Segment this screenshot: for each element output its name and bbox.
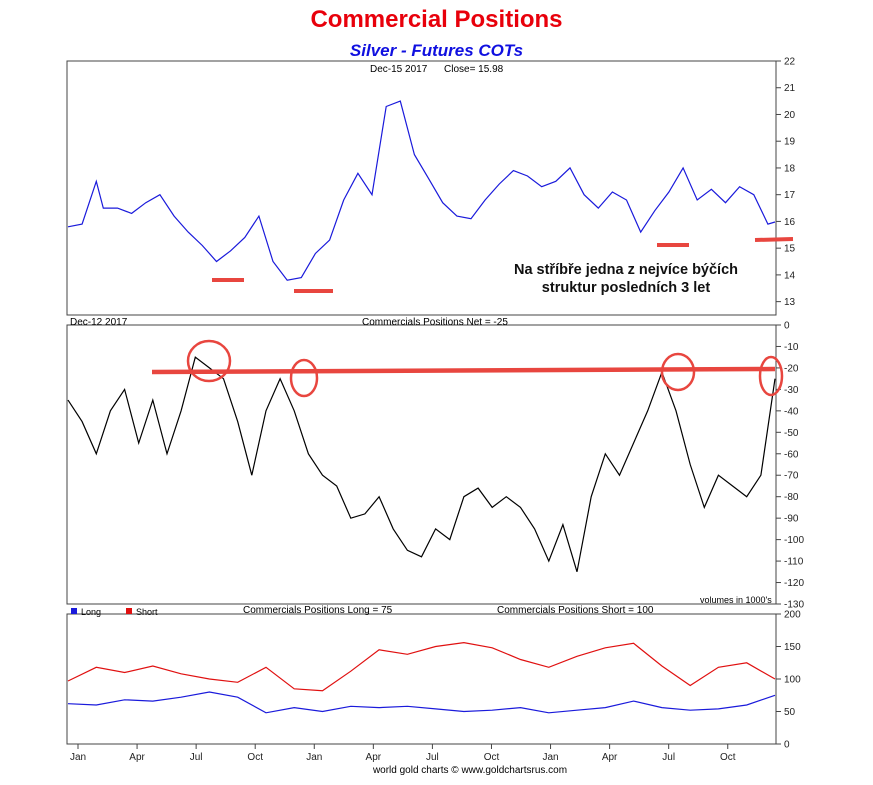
- support-mark-4: [754, 237, 794, 242]
- net-series-line: [67, 356, 776, 572]
- annotation-line-2: struktur posledních 3 let: [542, 280, 711, 296]
- annotation-line-1: Na stříbře jedna z nejvíce býčích: [514, 262, 738, 278]
- x-tick-label: Apr: [366, 752, 382, 763]
- peak-circle-1: [186, 339, 232, 383]
- long-short-y-tick-label: 200: [784, 610, 801, 621]
- x-tick-label: Oct: [720, 752, 736, 763]
- net-y-tick-label: -100: [784, 535, 804, 546]
- net-header-value: Commercials Positions Net = -25: [362, 317, 508, 328]
- price-y-axis: 13 14 15 16 17 18 19 20 21 22: [776, 57, 796, 308]
- price-series-line: [67, 100, 776, 281]
- long-short-y-tick-label: 150: [784, 642, 801, 653]
- short-header: Commercials Positions Short = 100: [497, 605, 654, 616]
- legend-short-swatch: [126, 608, 132, 614]
- long-short-y-tick-label: 50: [784, 707, 796, 718]
- price-header-date: Dec-15 2017: [370, 64, 428, 75]
- price-y-tick-label: 15: [784, 244, 796, 255]
- x-tick-label: Jan: [542, 752, 558, 763]
- x-tick-label: Oct: [247, 752, 263, 763]
- peak-circle-4: [758, 355, 784, 397]
- x-tick-label: Apr: [602, 752, 618, 763]
- peak-circle-3: [660, 352, 696, 392]
- long-header: Commercials Positions Long = 75: [243, 605, 393, 616]
- price-y-tick-label: 13: [784, 297, 796, 308]
- footer-credit: world gold charts © www.goldchartsrus.co…: [372, 765, 567, 776]
- net-panel: [66, 324, 777, 605]
- net-header-date: Dec-12 2017: [70, 317, 128, 328]
- net-y-tick-label: -50: [784, 428, 799, 439]
- net-y-tick-label: -20: [784, 363, 799, 374]
- price-y-tick-label: 16: [784, 217, 796, 228]
- x-tick-label: Jul: [662, 752, 675, 763]
- price-y-tick-label: 18: [784, 163, 796, 174]
- long-short-y-axis: 0 50 100 150 200: [776, 610, 801, 751]
- resistance-line: [151, 366, 776, 375]
- x-axis: Jan Apr Jul Oct Jan Apr Jul Oct Jan Apr Jul Oct: [70, 744, 736, 763]
- price-y-tick-label: 14: [784, 270, 796, 281]
- x-tick-label: Apr: [129, 752, 145, 763]
- long-short-panel: [66, 613, 777, 745]
- price-panel: [66, 60, 777, 316]
- net-y-tick-label: -130: [784, 600, 804, 611]
- price-y-tick-label: 19: [784, 137, 796, 148]
- long-short-y-tick-label: 0: [784, 740, 790, 751]
- price-header-close: Close= 15.98: [444, 64, 504, 75]
- x-tick-label: Jan: [70, 752, 86, 763]
- x-tick-label: Jul: [426, 752, 439, 763]
- legend-long-swatch: [71, 608, 77, 614]
- short-series-line: [67, 641, 776, 692]
- net-y-tick-label: -70: [784, 471, 799, 482]
- x-tick-label: Jan: [306, 752, 322, 763]
- price-y-tick-label: 21: [784, 83, 796, 94]
- net-y-tick-label: -80: [784, 492, 799, 503]
- price-y-tick-label: 22: [784, 57, 796, 68]
- net-y-axis: 0 -10 -20 -30 -40 -50 -60 -70 -80 -90 -100 -110 -120…: [776, 321, 804, 611]
- x-tick-label: Jul: [190, 752, 203, 763]
- net-y-tick-label: 0: [784, 321, 790, 332]
- price-y-tick-label: 20: [784, 110, 796, 121]
- price-y-tick-label: 17: [784, 190, 796, 201]
- long-short-y-tick-label: 100: [784, 675, 801, 686]
- chart-title: Commercial Positions: [310, 6, 563, 33]
- peak-circle-2: [289, 358, 319, 398]
- net-y-tick-label: -60: [784, 449, 799, 460]
- net-y-tick-label: -40: [784, 406, 799, 417]
- net-y-tick-label: -110: [784, 557, 804, 568]
- legend-short-label: Short: [136, 607, 158, 617]
- net-y-tick-label: -10: [784, 342, 799, 353]
- chart-subtitle: Silver - Futures COTs: [349, 41, 524, 60]
- units-note: volumes in 1000's: [700, 595, 772, 605]
- long-series-line: [67, 691, 776, 714]
- x-tick-label: Oct: [484, 752, 500, 763]
- net-y-tick-label: -120: [784, 578, 804, 589]
- legend-long-label: Long: [81, 607, 101, 617]
- net-y-tick-label: -90: [784, 514, 799, 525]
- net-y-tick-label: -30: [784, 385, 799, 396]
